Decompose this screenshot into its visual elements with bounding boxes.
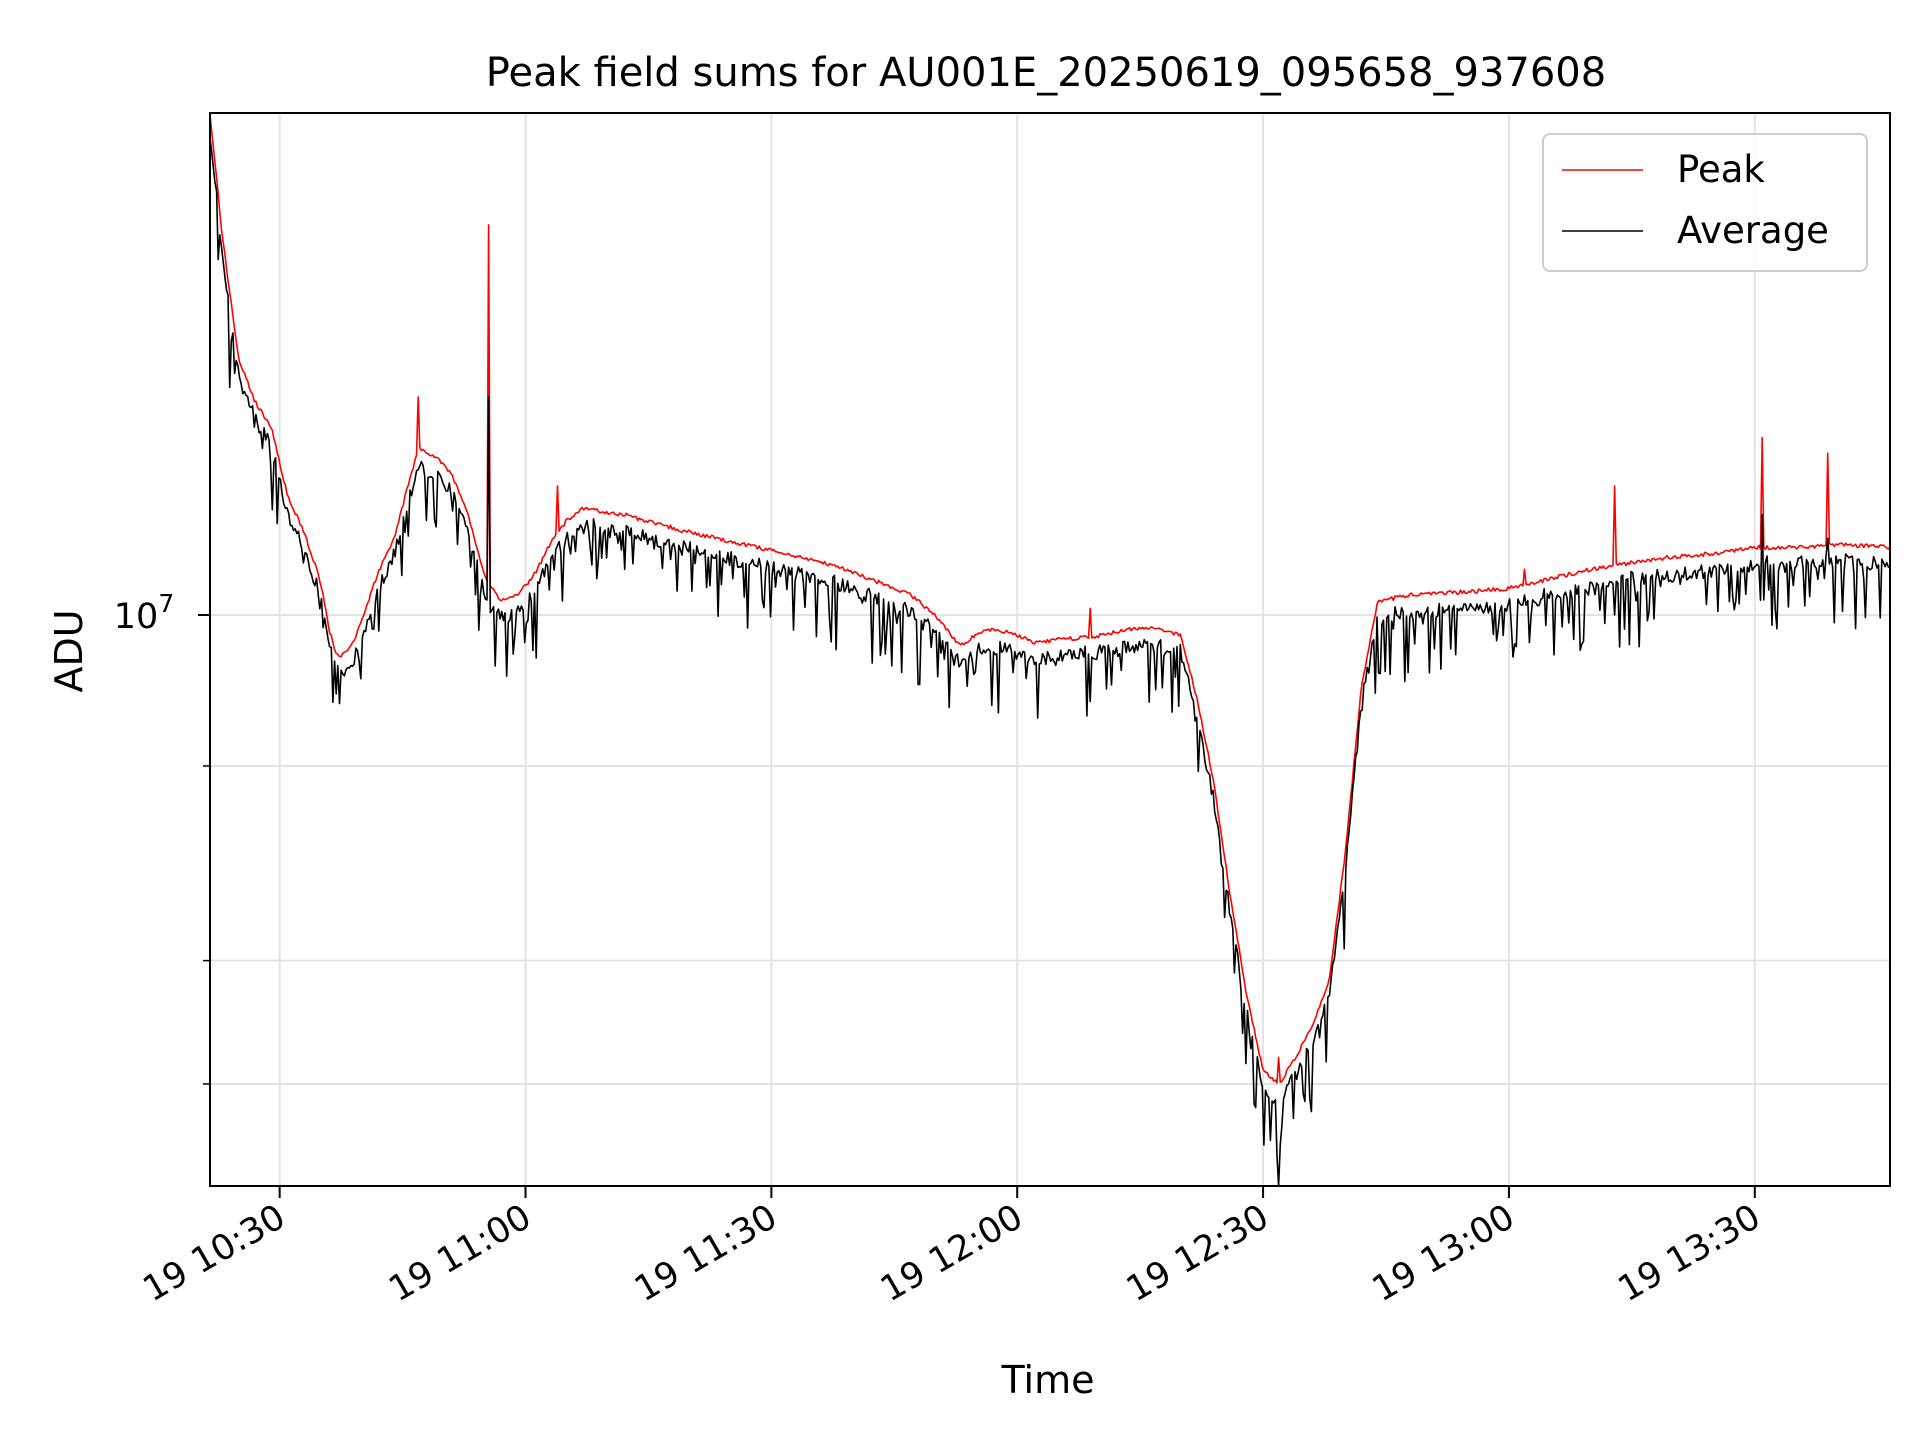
legend-label-average: Average <box>1677 209 1829 252</box>
plot-frame <box>209 112 1891 1187</box>
x-axis-label: Time <box>1001 1358 1095 1402</box>
legend-label-peak: Peak <box>1677 148 1765 191</box>
grid <box>210 113 1890 1186</box>
plot-background <box>210 113 1890 1186</box>
y-axis-ticks: 107 <box>114 589 210 1085</box>
plot-area <box>209 112 1891 1187</box>
legend: Peak Average <box>1542 133 1868 272</box>
chart-title: Peak field sums for AU001E_20250619_0956… <box>486 50 1606 96</box>
legend-box <box>1542 133 1868 272</box>
series-lines <box>209 114 1891 1187</box>
series-line-average <box>209 137 1891 1187</box>
y-tick-label: 107 <box>114 589 174 637</box>
y-axis-label: ADU <box>47 609 91 692</box>
